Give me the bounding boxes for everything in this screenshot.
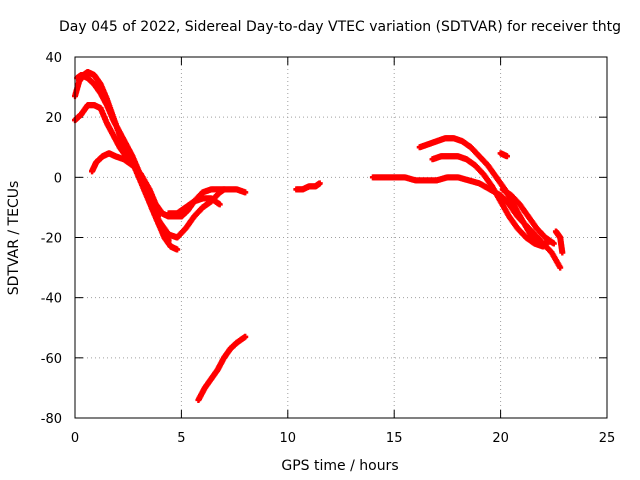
x-axis-label: GPS time / hours <box>281 458 398 474</box>
data-point <box>220 186 227 193</box>
y-tick-label: 40 <box>45 51 62 66</box>
plot-frame <box>74 56 608 419</box>
y-tick-label: -40 <box>41 292 62 307</box>
series-arc10 <box>416 135 551 247</box>
y-axis-label: SDTVAR / TECUs <box>6 181 22 296</box>
data-point <box>216 201 223 208</box>
data-point <box>242 333 249 340</box>
series-arc13 <box>497 150 510 160</box>
y-tick-label: 0 <box>54 171 62 186</box>
x-tick-label: 10 <box>280 431 297 446</box>
x-tick-label: 20 <box>492 431 509 446</box>
x-tick-label: 25 <box>599 431 616 446</box>
y-tick-label: -80 <box>41 412 62 427</box>
x-tick-label: 15 <box>386 431 403 446</box>
x-tick-label: 0 <box>71 431 79 446</box>
data-point <box>557 264 564 271</box>
y-tick-labels: -80 -60 -40 -20 0 20 40 <box>41 51 62 427</box>
y-tick-label: -60 <box>41 352 62 367</box>
y-tick-label: 20 <box>45 111 62 126</box>
series-arc6 <box>165 195 223 217</box>
series-arc8 <box>293 180 323 193</box>
data-point <box>503 153 510 160</box>
data-point <box>242 189 249 196</box>
y-tick-label: -20 <box>41 232 62 247</box>
data-point <box>550 240 557 247</box>
series-arc4 <box>89 150 249 220</box>
data-point <box>174 246 181 253</box>
series-arc12 <box>499 186 557 247</box>
data-point <box>540 243 547 250</box>
series-arc7 <box>195 333 249 403</box>
series-arc5 <box>148 186 227 241</box>
data-point <box>165 237 172 244</box>
data-point <box>316 180 323 187</box>
series-arc14 <box>552 228 566 256</box>
data-point <box>559 249 566 256</box>
data-points <box>72 69 566 403</box>
chart-title: Day 045 of 2022, Sidereal Day-to-day VTE… <box>59 19 621 35</box>
x-tick-label: 5 <box>177 431 185 446</box>
series-arc11 <box>429 153 547 250</box>
x-tick-labels: 0 5 10 15 20 25 <box>71 431 615 446</box>
